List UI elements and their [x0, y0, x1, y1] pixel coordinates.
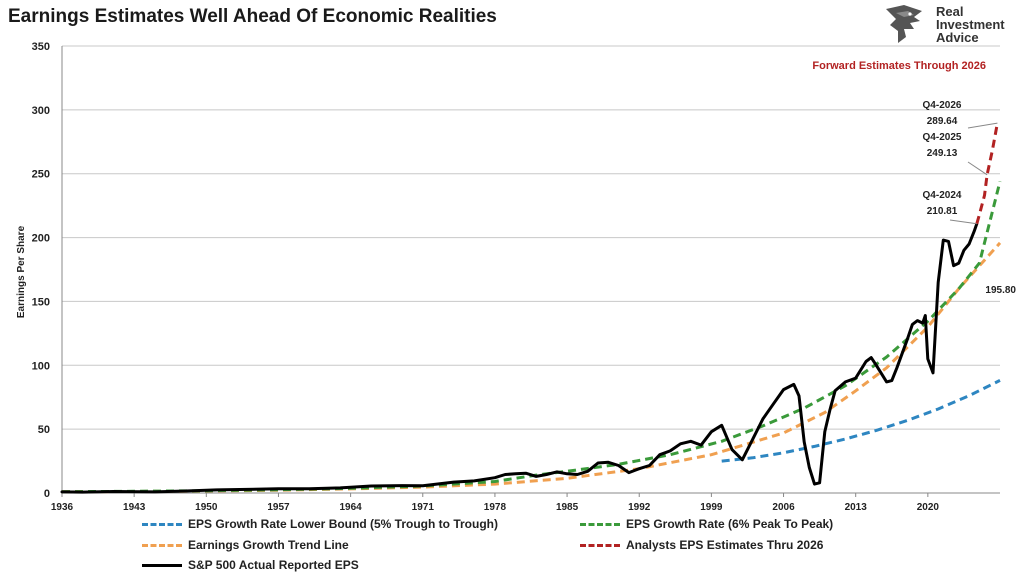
annotation-value: 289.64 — [927, 116, 958, 127]
legend-label: EPS Growth Rate Lower Bound (5% Trough t… — [188, 517, 498, 531]
legend-swatch — [580, 522, 620, 526]
y-tick-label: 250 — [32, 169, 50, 181]
x-tick-label: 2020 — [917, 502, 940, 512]
chart-subtitle: Forward Estimates Through 2026 — [812, 60, 986, 72]
annotation-leader — [967, 122, 998, 129]
x-tick-label: 1964 — [339, 502, 362, 512]
y-tick-label: 50 — [38, 424, 50, 436]
x-tick-label: 1999 — [700, 502, 723, 512]
gridlines — [61, 45, 1000, 494]
y-axis-label: Earnings Per Share — [16, 225, 27, 318]
y-axis-ticks: 0 50 100 150 200 250 300 350 — [32, 41, 50, 500]
x-tick-label: 1943 — [123, 502, 146, 512]
series-line-peak-rate — [61, 181, 1002, 494]
legend-item-peak-rate: EPS Growth Rate (6% Peak To Peak) — [580, 515, 833, 533]
logo: Real Investment Advice — [884, 3, 1014, 45]
x-tick-label: 2013 — [845, 502, 868, 512]
series-line-lower-bound — [721, 379, 1001, 463]
legend-swatch — [142, 522, 182, 526]
legend-item-actual: S&P 500 Actual Reported EPS — [142, 556, 359, 574]
series-line-estimates — [975, 122, 999, 225]
y-tick-label: 150 — [32, 296, 50, 308]
annotation-label: Q4-2024 — [923, 190, 962, 201]
legend-label: Analysts EPS Estimates Thru 2026 — [626, 538, 824, 552]
x-tick-label: 2006 — [772, 502, 795, 512]
annotation-leader — [967, 161, 988, 176]
legend-swatch — [142, 563, 182, 567]
legend-swatch — [142, 543, 182, 547]
legend-item-estimates: Analysts EPS Estimates Thru 2026 — [580, 536, 823, 554]
x-tick-label: 1985 — [556, 502, 579, 512]
annotation-leader — [949, 219, 977, 225]
annotation-label: Q4-2026 — [923, 100, 962, 111]
logo-line-3: Advice — [936, 30, 979, 45]
legend-label: Earnings Growth Trend Line — [188, 538, 349, 552]
annotation-value: 195.80 — [985, 285, 1016, 296]
legend-label: EPS Growth Rate (6% Peak To Peak) — [626, 517, 834, 531]
x-tick-label: 1978 — [484, 502, 507, 512]
chart-title: Earnings Estimates Well Ahead Of Economi… — [8, 6, 497, 27]
eagle-logo-icon — [886, 5, 922, 43]
annotation-value: 249.13 — [927, 148, 958, 159]
legend-item-lower-bound: EPS Growth Rate Lower Bound (5% Trough t… — [142, 515, 498, 533]
y-tick-label: 350 — [32, 41, 50, 53]
logo-line-1: Real — [936, 4, 964, 19]
y-tick-label: 0 — [44, 488, 50, 500]
series-line-actual — [60, 222, 979, 494]
annotation-label: Q4-2025 — [923, 132, 962, 143]
y-tick-label: 200 — [32, 233, 50, 245]
annotations: Q4-2024 210.81 Q4-2025 249.13 Q4-2026 289.64 1… — [923, 100, 1017, 296]
series-lines — [60, 122, 1002, 494]
legend: EPS Growth Rate Lower Bound (5% Trough t… — [0, 512, 1024, 575]
y-tick-label: 300 — [32, 105, 50, 117]
legend-swatch — [580, 543, 620, 547]
x-tick-label: 1992 — [628, 502, 651, 512]
legend-label: S&P 500 Actual Reported EPS — [188, 558, 359, 572]
y-tick-label: 100 — [32, 360, 50, 372]
legend-item-trend: Earnings Growth Trend Line — [142, 536, 349, 554]
logo-line-2: Investment — [936, 17, 1005, 32]
x-tick-label: 1950 — [195, 502, 218, 512]
x-tick-label: 1936 — [51, 502, 74, 512]
x-axis-ticks: 1936 1943 1950 1957 1964 1971 1978 1985 1992 1999… — [51, 493, 940, 512]
x-tick-label: 1971 — [412, 502, 435, 512]
x-tick-label: 1957 — [267, 502, 290, 512]
annotation-value: 210.81 — [927, 206, 958, 217]
series-line-trend — [61, 241, 1002, 494]
